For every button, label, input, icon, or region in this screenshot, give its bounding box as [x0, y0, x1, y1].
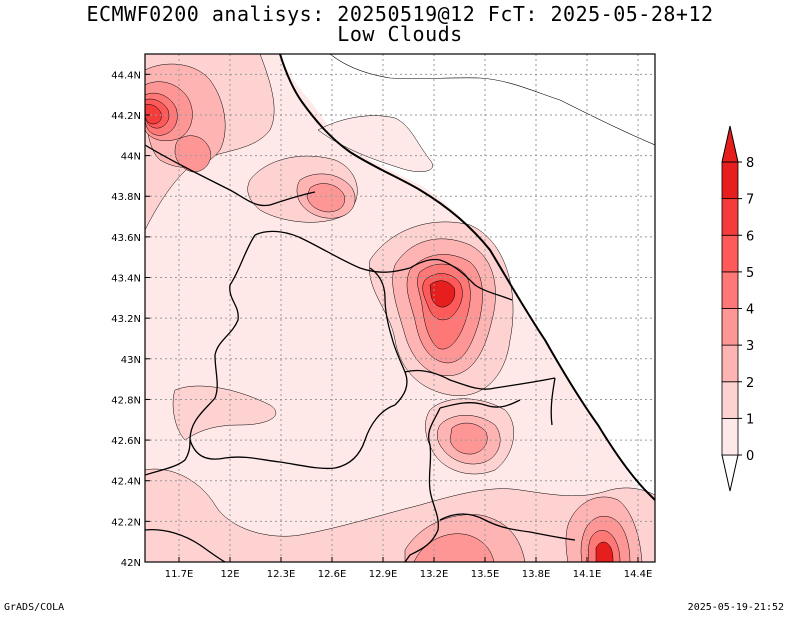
lat-tick-label: 43.6N — [111, 233, 141, 244]
colorbar-segment — [721, 381, 739, 419]
cloud-free-north — [329, 54, 655, 146]
lat-tick-label: 43.2N — [111, 314, 141, 325]
map-frame — [144, 53, 656, 563]
colorbar-segment — [721, 271, 739, 309]
boundaries — [145, 54, 655, 562]
colorbar-segment — [721, 308, 739, 346]
colorbar-segment — [721, 198, 739, 236]
map-plot-area — [145, 54, 655, 562]
colorbar-segment — [721, 234, 739, 273]
lat-tick-label: 42N — [121, 558, 141, 569]
border-abruzzo-coast — [550, 377, 556, 426]
border-north — [145, 144, 316, 207]
border-marche — [409, 258, 513, 301]
border-abruzzo-north — [404, 369, 556, 390]
colorbar-level-label: 3 — [746, 339, 754, 354]
colorbar-level-label: 8 — [746, 156, 754, 171]
lat-tick-label: 44.4N — [111, 70, 141, 81]
colorbar-under-arrow — [721, 454, 739, 492]
axis-ticks: 11.7E 12E 12.3E 12.6E 12.9E 13.2E 13.5E 13.8E 14… — [111, 70, 652, 580]
lon-tick-label: 12.6E — [318, 569, 347, 580]
border-abruzzo-west — [404, 407, 441, 562]
lat-tick-label: 43N — [121, 355, 141, 366]
colorbar-level-label: 0 — [746, 449, 754, 464]
colorbar-segment — [721, 417, 739, 456]
border-abruzzo-mid — [439, 399, 521, 409]
coastline — [279, 54, 655, 501]
field-level-3-central — [449, 422, 488, 455]
lon-tick-label: 14.4E — [624, 569, 653, 580]
field-patch-coast — [317, 115, 433, 172]
colorbar-level-label: 1 — [746, 412, 754, 427]
colorbar: 0 1 2 3 4 5 6 7 8 — [721, 125, 754, 492]
colorbar-level-label: 4 — [746, 303, 754, 318]
cloud-free-area — [280, 54, 655, 500]
colorbar-level-label: 2 — [746, 376, 754, 391]
lat-tick-label: 42.4N — [111, 477, 141, 488]
field-level-3-north — [306, 183, 345, 213]
lon-tick-label: 13.2E — [420, 569, 449, 580]
lon-tick-label: 13.5E — [471, 569, 500, 580]
lat-tick-label: 42.6N — [111, 436, 141, 447]
border-umbria-east — [369, 267, 408, 406]
field-level-7-se — [595, 541, 614, 562]
colorbar-level-label: 7 — [746, 193, 754, 208]
field-level-1-south — [145, 468, 655, 562]
lon-tick-label: 13.8E — [522, 569, 551, 580]
lon-tick-label: 12.9E — [369, 569, 398, 580]
lon-tick-label: 12E — [220, 569, 239, 580]
colorbar-level-label: 5 — [746, 266, 754, 281]
colorbar-level-label: 6 — [746, 229, 754, 244]
lon-tick-label: 12.3E — [267, 569, 296, 580]
lon-tick-label: 14.1E — [573, 569, 602, 580]
footer-timestamp: 2025-05-19-21:52 — [687, 602, 784, 613]
lat-tick-label: 42.2N — [111, 517, 141, 528]
border-sw — [145, 529, 226, 562]
border-lazio-west — [145, 439, 191, 476]
map-title: ECMWF0200 analisys: 20250519@12 FcT: 202… — [86, 2, 714, 26]
map-subtitle: Low Clouds — [337, 22, 463, 46]
footer-credit: GrADS/COLA — [4, 602, 65, 613]
colorbar-segment — [721, 161, 739, 200]
lon-tick-label: 11.7E — [165, 569, 194, 580]
lat-tick-label: 44N — [121, 152, 141, 163]
lat-tick-label: 43.4N — [111, 274, 141, 285]
colorbar-over-arrow — [721, 125, 739, 163]
lat-tick-label: 42.8N — [111, 395, 141, 406]
lat-tick-label: 43.8N — [111, 192, 141, 203]
field-level-3-nw2 — [174, 135, 211, 173]
field-level-7-east — [429, 280, 456, 308]
field-level-6-nw — [145, 104, 162, 125]
border-abruzzo-south — [439, 513, 576, 541]
lat-tick-label: 44.2N — [111, 111, 141, 122]
border-umbria-north — [254, 230, 411, 273]
colorbar-segment — [721, 344, 739, 383]
